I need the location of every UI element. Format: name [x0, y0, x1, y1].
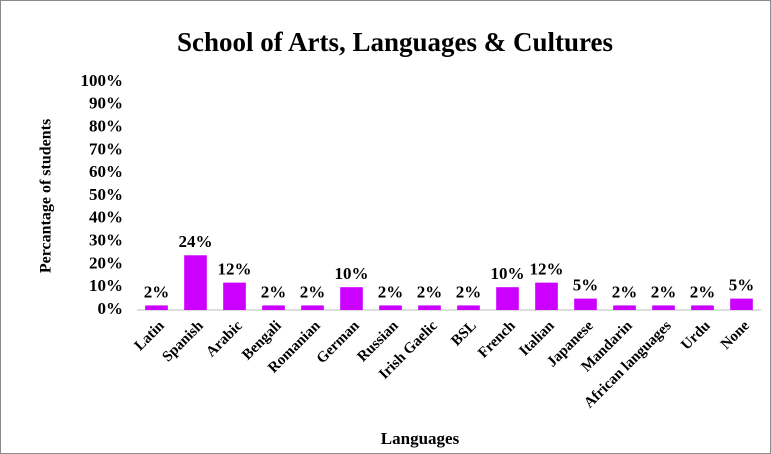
y-tick-label: 70%: [89, 139, 123, 158]
value-label: 12%: [218, 260, 252, 279]
y-tick-label: 80%: [89, 117, 123, 136]
bar: [262, 305, 285, 310]
value-label: 5%: [729, 276, 755, 295]
y-tick-label: 20%: [89, 253, 123, 272]
bar: [457, 305, 480, 310]
bar: [223, 282, 246, 310]
bar: [574, 298, 597, 310]
bar: [730, 298, 753, 310]
bar: [418, 305, 441, 310]
bar: [652, 305, 675, 310]
y-tick-label: 90%: [89, 94, 123, 113]
y-tick-label: 50%: [89, 185, 123, 204]
value-label: 2%: [417, 282, 443, 301]
bar: [340, 287, 363, 310]
y-tick-label: 10%: [89, 276, 123, 295]
chart-title: School of Arts, Languages & Cultures: [177, 27, 613, 57]
value-label: 10%: [335, 264, 369, 283]
value-label: 2%: [144, 282, 170, 301]
value-label: 10%: [491, 264, 525, 283]
y-tick-label: 30%: [89, 231, 123, 250]
value-label: 2%: [651, 282, 677, 301]
y-tick-label: 0%: [98, 299, 124, 318]
value-label: 2%: [612, 282, 638, 301]
bar: [301, 305, 324, 310]
y-axis-title: Percantage of students: [38, 119, 55, 273]
bar: [613, 305, 636, 310]
y-tick-label: 40%: [89, 208, 123, 227]
bar: [379, 305, 402, 310]
y-tick-label: 60%: [89, 162, 123, 181]
value-label: 24%: [179, 232, 213, 251]
value-label: 2%: [456, 282, 482, 301]
value-label: 12%: [530, 260, 564, 279]
value-label: 2%: [690, 282, 716, 301]
value-label: 5%: [573, 276, 599, 295]
x-axis-title: Languages: [381, 429, 460, 448]
bar: [496, 287, 519, 310]
y-tick-label: 100%: [81, 71, 124, 90]
bar: [184, 255, 207, 310]
value-label: 2%: [300, 282, 326, 301]
bar: [535, 282, 558, 310]
bar: [691, 305, 714, 310]
bar: [145, 305, 168, 310]
value-label: 2%: [261, 282, 287, 301]
value-label: 2%: [378, 282, 404, 301]
